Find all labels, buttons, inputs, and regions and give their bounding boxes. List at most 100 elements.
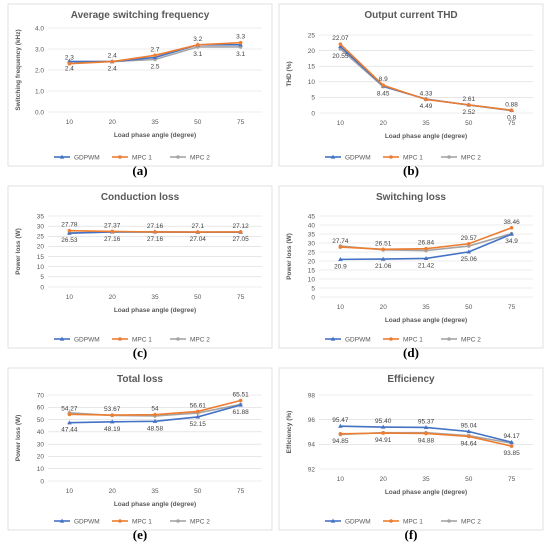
data-label: 2.4 bbox=[65, 66, 74, 73]
y-tick-label: 15 bbox=[37, 254, 45, 261]
y-tick-label: 20 bbox=[308, 48, 316, 55]
data-point-mpc-1 bbox=[424, 246, 428, 251]
y-tick-label: 20 bbox=[37, 454, 45, 461]
legend-marker bbox=[389, 155, 393, 159]
data-point-gdpwm bbox=[67, 420, 72, 425]
data-point-mpc-1 bbox=[467, 103, 471, 107]
legend-entry: MPC 2 bbox=[190, 518, 210, 525]
legend-entry: MPC 2 bbox=[190, 154, 210, 161]
data-point-mpc-1 bbox=[424, 431, 428, 436]
data-label: 27.16 bbox=[104, 236, 121, 243]
data-point-gdpwm bbox=[466, 249, 472, 254]
y-tick-label: 15 bbox=[308, 64, 316, 71]
data-label: 22.07 bbox=[332, 35, 349, 42]
x-tick-label: 20 bbox=[380, 120, 388, 127]
data-label: 27.74 bbox=[332, 238, 349, 245]
data-point-mpc-1 bbox=[467, 434, 471, 439]
x-tick-label: 10 bbox=[66, 294, 74, 301]
x-axis-label: Load phase angle (degree) bbox=[385, 489, 467, 496]
panel-label: (f) bbox=[405, 527, 418, 542]
x-tick-label: 20 bbox=[109, 488, 117, 495]
legend-entry: MPC 1 bbox=[132, 518, 152, 525]
data-point-mpc-1 bbox=[238, 398, 243, 403]
legend-entry: MPC 2 bbox=[461, 336, 481, 343]
legend-marker bbox=[330, 336, 336, 341]
y-tick-label: 25 bbox=[37, 234, 45, 241]
chart-frame bbox=[278, 185, 544, 349]
y-tick-label: 25 bbox=[308, 249, 316, 256]
data-point-gdpwm bbox=[67, 230, 72, 235]
y-tick-label: 15 bbox=[308, 267, 316, 274]
data-label: 27.16 bbox=[147, 223, 164, 230]
data-label: 94.64 bbox=[461, 440, 478, 447]
data-point-gdpwm bbox=[423, 425, 429, 430]
legend-entry: MPC 1 bbox=[403, 336, 423, 343]
data-point-mpc-1 bbox=[110, 59, 114, 64]
y-tick-label: 0 bbox=[311, 294, 315, 301]
x-tick-label: 50 bbox=[194, 488, 202, 495]
x-tick-label: 75 bbox=[508, 476, 516, 483]
chart-frame bbox=[7, 3, 273, 167]
x-tick-label: 75 bbox=[508, 120, 516, 127]
x-tick-label: 50 bbox=[465, 304, 473, 311]
x-tick-label: 50 bbox=[194, 119, 202, 126]
y-tick-label: 30 bbox=[37, 223, 45, 230]
x-tick-label: 20 bbox=[109, 294, 117, 301]
data-label: 27.04 bbox=[190, 236, 207, 243]
data-label: 48.19 bbox=[104, 426, 121, 433]
data-label: 54 bbox=[151, 406, 159, 413]
y-axis-label: Power loss (W) bbox=[286, 233, 293, 280]
chart-frame bbox=[278, 3, 544, 167]
legend-entry: GDPWM bbox=[345, 336, 371, 343]
y-tick-label: 10 bbox=[308, 79, 316, 86]
y-tick-label: 1.0 bbox=[35, 88, 44, 95]
chart-panel-4: Switching loss 0 5 10 15 20 25 30 35 40 45 10 20 35 50… bbox=[278, 185, 544, 360]
legend-entry: MPC 1 bbox=[132, 336, 152, 343]
data-label: 2.52 bbox=[462, 109, 475, 116]
legend-marker bbox=[59, 154, 65, 159]
chart-title: Output current THD bbox=[364, 10, 457, 21]
data-point-mpc-1 bbox=[509, 108, 514, 113]
chart-panel-3: Conduction loss 0 5 10 15 20 25 30 35 10 20 35 50 75 L… bbox=[7, 185, 273, 360]
data-label: 54.27 bbox=[61, 405, 78, 412]
legend-entry: GDPWM bbox=[74, 336, 100, 343]
data-label: 53.67 bbox=[104, 406, 121, 413]
y-axis-label: THD (%) bbox=[286, 61, 293, 86]
x-tick-label: 20 bbox=[380, 476, 388, 483]
data-point-mpc-1 bbox=[509, 225, 514, 230]
data-point-mpc-1 bbox=[196, 409, 200, 414]
data-point-mpc-1 bbox=[67, 61, 72, 66]
data-label: 21.42 bbox=[418, 262, 435, 269]
y-tick-label: 94 bbox=[308, 442, 316, 449]
y-tick-label: 0 bbox=[40, 478, 44, 485]
data-label: 26.84 bbox=[418, 240, 435, 247]
data-label: 25.06 bbox=[461, 256, 478, 263]
chart-panel-2: Output current THD 0 5 10 15 20 25 10 20 35 50 75 Lo… bbox=[278, 3, 544, 178]
data-point-gdpwm bbox=[338, 256, 343, 261]
data-point-mpc-1 bbox=[381, 431, 386, 435]
data-label: 34.9 bbox=[505, 238, 518, 245]
y-axis-label: Power loss (W) bbox=[15, 415, 22, 462]
legend-entry: MPC 2 bbox=[190, 336, 210, 343]
data-point-mpc-1 bbox=[238, 230, 243, 234]
legend-marker bbox=[330, 154, 336, 159]
data-label: 61.88 bbox=[232, 409, 249, 416]
chart-title: Conduction loss bbox=[101, 192, 180, 203]
data-point-mpc-1 bbox=[509, 444, 514, 448]
x-tick-label: 20 bbox=[380, 304, 388, 311]
data-label: 29.57 bbox=[461, 235, 478, 242]
data-point-mpc-1 bbox=[110, 229, 114, 234]
data-label: 4.33 bbox=[420, 90, 433, 97]
y-tick-label: 5 bbox=[311, 285, 315, 292]
y-tick-label: 30 bbox=[37, 441, 45, 448]
y-tick-label: 60 bbox=[37, 405, 45, 412]
legend-entry: GDPWM bbox=[74, 518, 100, 525]
legend-entry: MPC 1 bbox=[403, 518, 423, 525]
y-tick-label: 10 bbox=[308, 276, 316, 283]
panel-label: (c) bbox=[133, 345, 147, 360]
data-label: 4.49 bbox=[420, 103, 433, 110]
legend-entry: MPC 2 bbox=[461, 518, 481, 525]
x-axis-label: Load phase angle (degree) bbox=[385, 133, 467, 140]
data-label: 26.53 bbox=[61, 237, 78, 244]
